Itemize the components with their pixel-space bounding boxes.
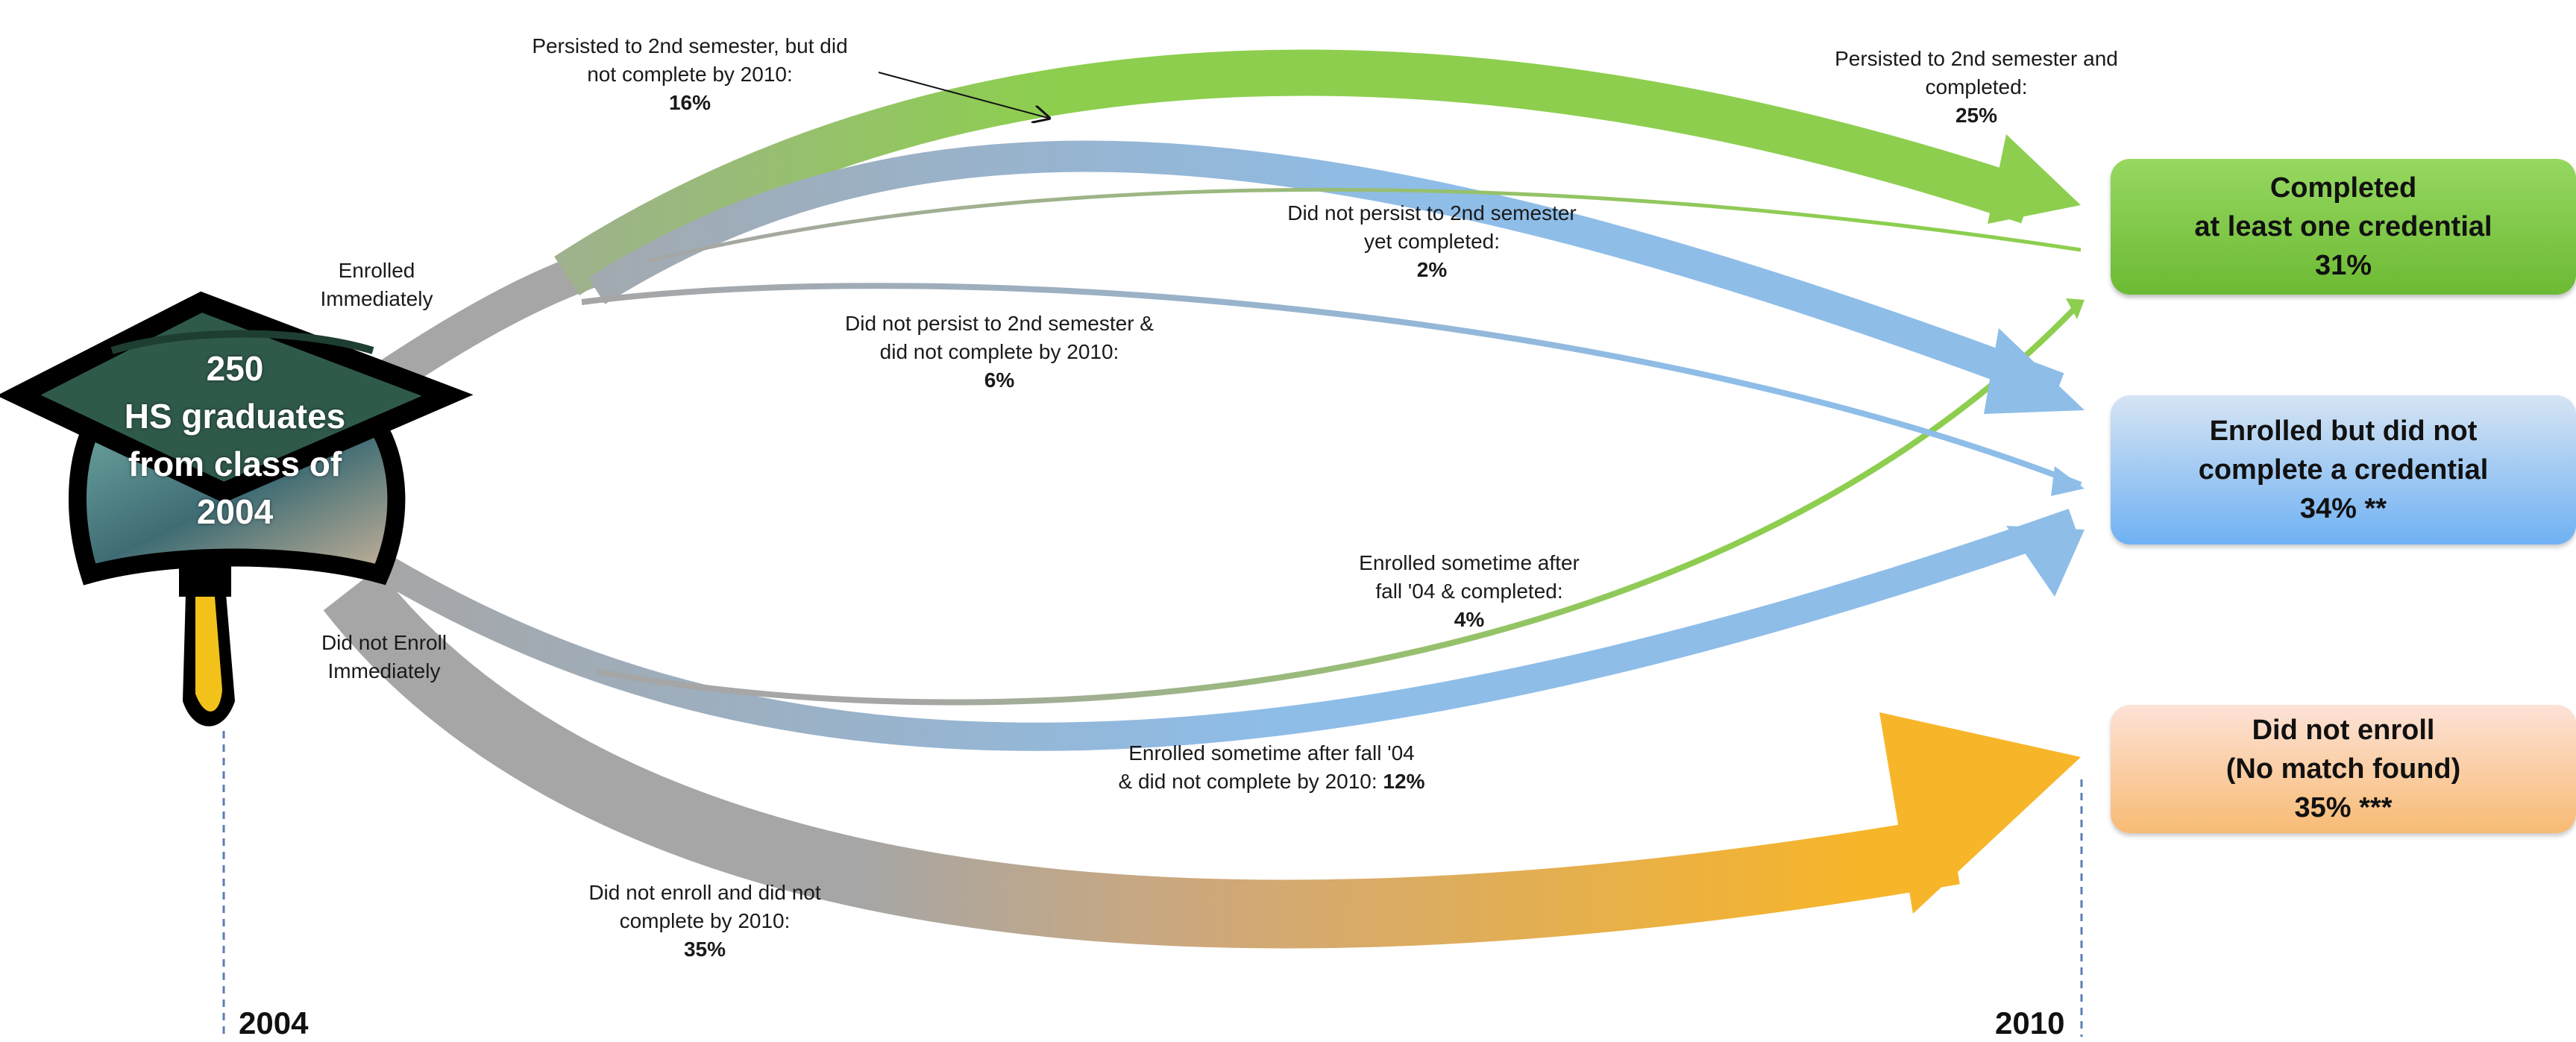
flow-label-persist-completed: Persisted to 2nd semester and completed:…	[1805, 45, 2148, 130]
flow-label-line: did not complete by 2010:	[879, 340, 1119, 363]
flow-label-no-persist-not-completed: Did not persist to 2nd semester & did no…	[813, 310, 1186, 395]
outcome-line: complete a credential	[2198, 454, 2489, 486]
branch-label-line: Immediately	[327, 659, 441, 682]
flow-label-line: Did not persist to 2nd semester	[1287, 201, 1577, 225]
outcome-line: Enrolled but did not	[2209, 415, 2478, 447]
outcome-did-not-enroll: Did not enroll (No match found) 35% ***	[2111, 705, 2576, 833]
flow-label-line: not complete by 2010:	[587, 63, 793, 86]
flow-later-not-completed	[351, 509, 2079, 751]
branch-enrolled-immediately: Enrolled Immediately	[287, 257, 466, 313]
flow-persist-completed	[554, 49, 2036, 296]
label-pointer	[878, 72, 1048, 118]
start-year-label: 2004	[239, 1005, 309, 1041]
arrowhead-later-completed	[2066, 298, 2085, 319]
flow-label-later-completed: Enrolled sometime after fall '04 & compl…	[1313, 549, 1626, 634]
flow-label-persist-not-completed: Persisted to 2nd semester, but did not c…	[507, 32, 873, 117]
outcome-enrolled-no-credential: Enrolled but did not complete a credenti…	[2111, 395, 2576, 544]
flow-no-persist-not-completed	[581, 283, 2082, 488]
flow-label-pct: 25%	[1955, 104, 1998, 127]
flow-label-pct: 16%	[668, 91, 711, 114]
cohort-line3: from class of	[128, 445, 342, 483]
flow-label-line: yet completed:	[1363, 230, 1501, 253]
outcome-pct: 34% **	[2299, 493, 2387, 524]
cohort-label: 250 HS graduates from class of 2004	[89, 345, 380, 536]
flow-label-line: Did not persist to 2nd semester &	[845, 312, 1154, 335]
flow-label-line: Persisted to 2nd semester and	[1835, 47, 2118, 70]
graduation-cap-icon	[0, 291, 474, 726]
outcome-line: (No match found)	[2225, 753, 2461, 785]
end-year-label: 2010	[1995, 1005, 2065, 1041]
branch-did-not-enroll-immediately: Did not Enroll Immediately	[287, 629, 481, 685]
flow-label-pct: 4%	[1454, 608, 1485, 631]
arrowhead-later-not-completed	[2006, 526, 2085, 597]
cohort-year: 2004	[196, 492, 274, 531]
arrowhead-not-enrolled	[1879, 712, 2081, 914]
flow-label-pct: 2%	[1416, 258, 1448, 281]
arrowhead-persist-not-completed	[1984, 328, 2085, 414]
flow-label-line: completed:	[1925, 75, 2028, 98]
flow-label-line: Enrolled sometime after	[1359, 551, 1580, 574]
outcome-pct: 31%	[2314, 250, 2372, 281]
outcome-line: Did not enroll	[2252, 715, 2435, 746]
outcome-pct: 35% ***	[2294, 792, 2393, 823]
flow-label-line: fall '04 & completed:	[1375, 580, 1563, 603]
flow-label-line: Persisted to 2nd semester, but did	[532, 34, 848, 57]
arrowhead-no-persist-not-completed	[2051, 466, 2085, 496]
flow-label-pct: 35%	[683, 938, 726, 961]
flow-label-line: Did not enroll and did not	[588, 881, 821, 904]
flow-label-pct: 12%	[1383, 770, 1425, 793]
outcome-line: Completed	[2269, 172, 2417, 204]
flow-label-pct: 6%	[984, 368, 1015, 392]
flow-label-line: complete by 2010:	[619, 909, 791, 932]
flow-label-not-enrolled: Did not enroll and did not complete by 2…	[548, 879, 861, 964]
flow-label-no-persist-completed: Did not persist to 2nd semester yet comp…	[1253, 199, 1611, 284]
cohort-line2: HS graduates	[124, 397, 346, 436]
outcome-line: at least one credential	[2194, 211, 2492, 242]
branch-label-line: Immediately	[320, 287, 433, 310]
cohort-count: 250	[206, 349, 264, 388]
flow-label-text: & did not complete by 2010:	[1118, 770, 1383, 793]
outcome-completed: Completed at least one credential 31%	[2111, 159, 2576, 295]
flow-persist-not-completed	[588, 140, 2064, 403]
flow-label-line: & did not complete by 2010: 12%	[1074, 768, 1469, 796]
flow-no-persist-completed	[648, 187, 2082, 263]
flow-label-line: Enrolled sometime after fall '04	[1128, 741, 1415, 765]
branch-label-line: Did not Enroll	[321, 631, 447, 654]
arrowhead-persist-completed	[1988, 134, 2081, 224]
flow-later-completed	[596, 300, 2083, 706]
flow-label-later-not-completed: Enrolled sometime after fall '04 & did n…	[1074, 739, 1469, 796]
flow-not-enrolled	[323, 568, 1960, 949]
branch-label-line: Enrolled	[338, 259, 415, 282]
